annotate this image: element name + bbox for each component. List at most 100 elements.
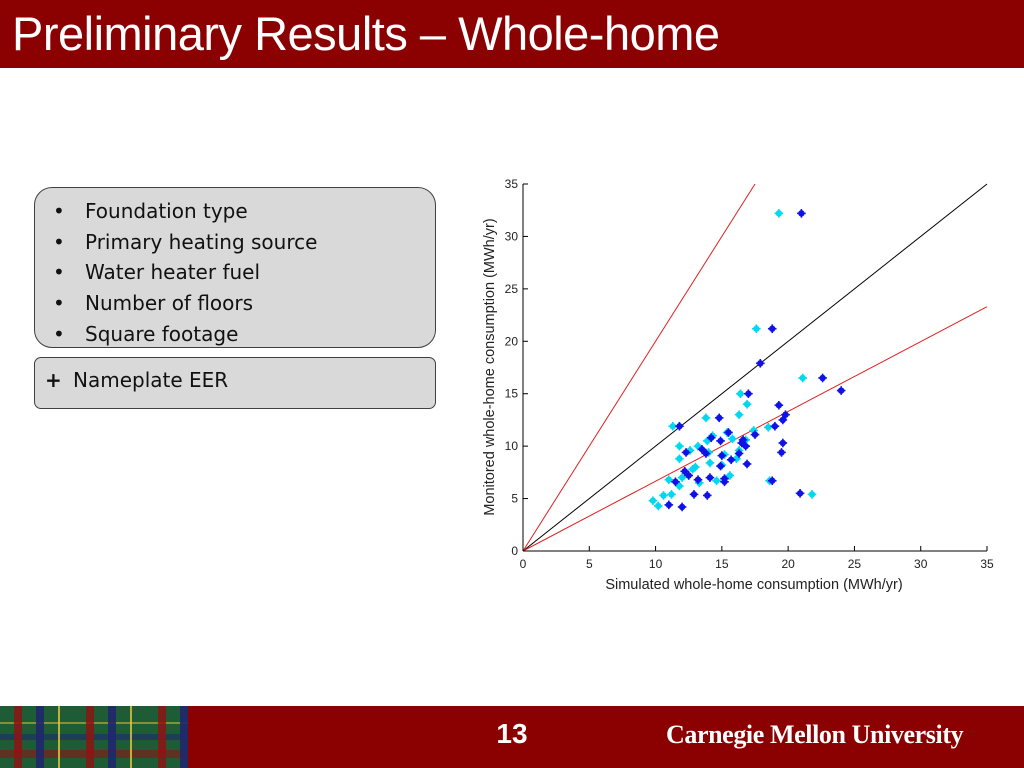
list-item-label: Primary heating source	[85, 229, 318, 254]
x-tick-label: 35	[980, 557, 994, 571]
bullet-glyph: •	[53, 291, 65, 316]
data-point	[818, 373, 827, 383]
data-point	[706, 433, 716, 443]
data-point	[712, 476, 721, 486]
data-point	[770, 421, 780, 431]
data-point	[671, 477, 680, 487]
list-item: • Square footage	[53, 319, 435, 350]
data-point	[752, 324, 761, 334]
data-point	[795, 489, 805, 498]
data-point	[736, 389, 745, 399]
data-point	[777, 448, 786, 457]
bullet-glyph: •	[53, 199, 65, 223]
data-point	[659, 491, 668, 500]
y-tick-label: 5	[511, 492, 518, 506]
data-point	[675, 481, 684, 491]
data-point	[742, 459, 752, 469]
x-axis-label: Simulated whole-home consumption (MWh/yr…	[605, 577, 902, 593]
data-point	[653, 501, 663, 511]
x-tick-label: 20	[781, 557, 795, 571]
y-tick-label: 30	[505, 229, 519, 243]
list-item-label: Foundation type	[85, 199, 248, 223]
data-point	[675, 421, 684, 431]
list-item-label: Water heater fuel	[85, 260, 261, 285]
reference-lines	[522, 183, 988, 552]
data-point	[742, 399, 752, 409]
data-point	[774, 400, 784, 410]
bullet-glyph: •	[53, 260, 65, 285]
bullet-glyph: •	[53, 321, 65, 346]
addition-box: + Nameplate EER	[34, 357, 436, 409]
data-point	[767, 476, 777, 486]
data-point	[781, 410, 790, 419]
data-point	[725, 471, 735, 480]
attributes-box: • Foundation type • Primary heating source…	[34, 187, 436, 348]
data-point	[675, 454, 684, 464]
data-point	[717, 451, 727, 460]
data-point	[705, 458, 715, 468]
data-point	[744, 389, 753, 399]
data-point	[720, 477, 729, 487]
data-point	[774, 209, 784, 218]
list-item-label: Number of floors	[85, 291, 254, 316]
data-point	[798, 373, 808, 383]
data-point	[693, 475, 703, 484]
data-point	[677, 502, 687, 512]
data-point	[734, 410, 744, 419]
y-tick-label: 20	[505, 334, 519, 348]
list-item: • Foundation type	[53, 196, 435, 227]
x-tick-label: 15	[715, 557, 729, 571]
x-tick-label: 25	[848, 557, 862, 571]
data-point	[728, 434, 737, 444]
data-point	[675, 441, 684, 451]
data-point	[667, 490, 676, 499]
attributes-list: • Foundation type • Primary heating source…	[35, 188, 435, 349]
y-axis-label: Monitored whole-home consumption (MWh/yr…	[482, 218, 498, 515]
y-tick-label: 25	[505, 282, 519, 296]
y-tick-label: 15	[505, 387, 519, 401]
data-point	[714, 413, 724, 423]
data-point	[705, 473, 715, 482]
reference-line	[522, 183, 988, 552]
plus-glyph: +	[45, 368, 62, 392]
tartan-pattern	[0, 706, 188, 768]
bullet-glyph: •	[53, 229, 65, 254]
list-item: • Water heater fuel	[53, 257, 435, 288]
y-tick-label: 35	[505, 177, 519, 191]
data-point	[697, 444, 707, 454]
x-tick-label: 5	[586, 557, 593, 571]
chart-axes: 0 5 10 15 20 25 30 35 0 5 10 15 20 25 30 35	[505, 177, 994, 571]
data-point	[702, 491, 712, 500]
data-point	[767, 324, 777, 334]
title-bar: Preliminary Results – Whole-home	[0, 0, 1024, 68]
data-point	[778, 415, 788, 425]
data-point	[677, 473, 687, 482]
addition-line: + Nameplate EER	[35, 358, 435, 392]
page-number: 13	[496, 718, 528, 749]
list-item: • Primary heating source	[53, 227, 435, 258]
addition-label: Nameplate EER	[73, 368, 229, 392]
data-point	[716, 461, 725, 471]
data-points	[648, 209, 846, 512]
footer-bar: 13 Carnegie Mellon University	[0, 706, 1024, 768]
data-point	[797, 209, 806, 218]
data-point	[701, 413, 711, 423]
slide-title: Preliminary Results – Whole-home	[12, 7, 720, 60]
data-point	[664, 500, 674, 510]
data-point	[648, 496, 658, 505]
x-tick-label: 10	[649, 557, 663, 571]
data-point	[737, 438, 747, 448]
data-point	[778, 438, 788, 448]
x-tick-label: 0	[520, 557, 527, 571]
data-point	[664, 475, 674, 484]
list-item-label: Square footage	[85, 321, 239, 346]
data-point	[688, 464, 697, 474]
x-tick-label: 30	[914, 557, 928, 571]
data-point	[681, 448, 691, 457]
reference-line	[522, 183, 756, 552]
data-point	[724, 428, 733, 437]
y-tick-label: 0	[511, 544, 518, 558]
list-item: • Number of floors	[53, 288, 435, 319]
data-point	[734, 449, 744, 458]
